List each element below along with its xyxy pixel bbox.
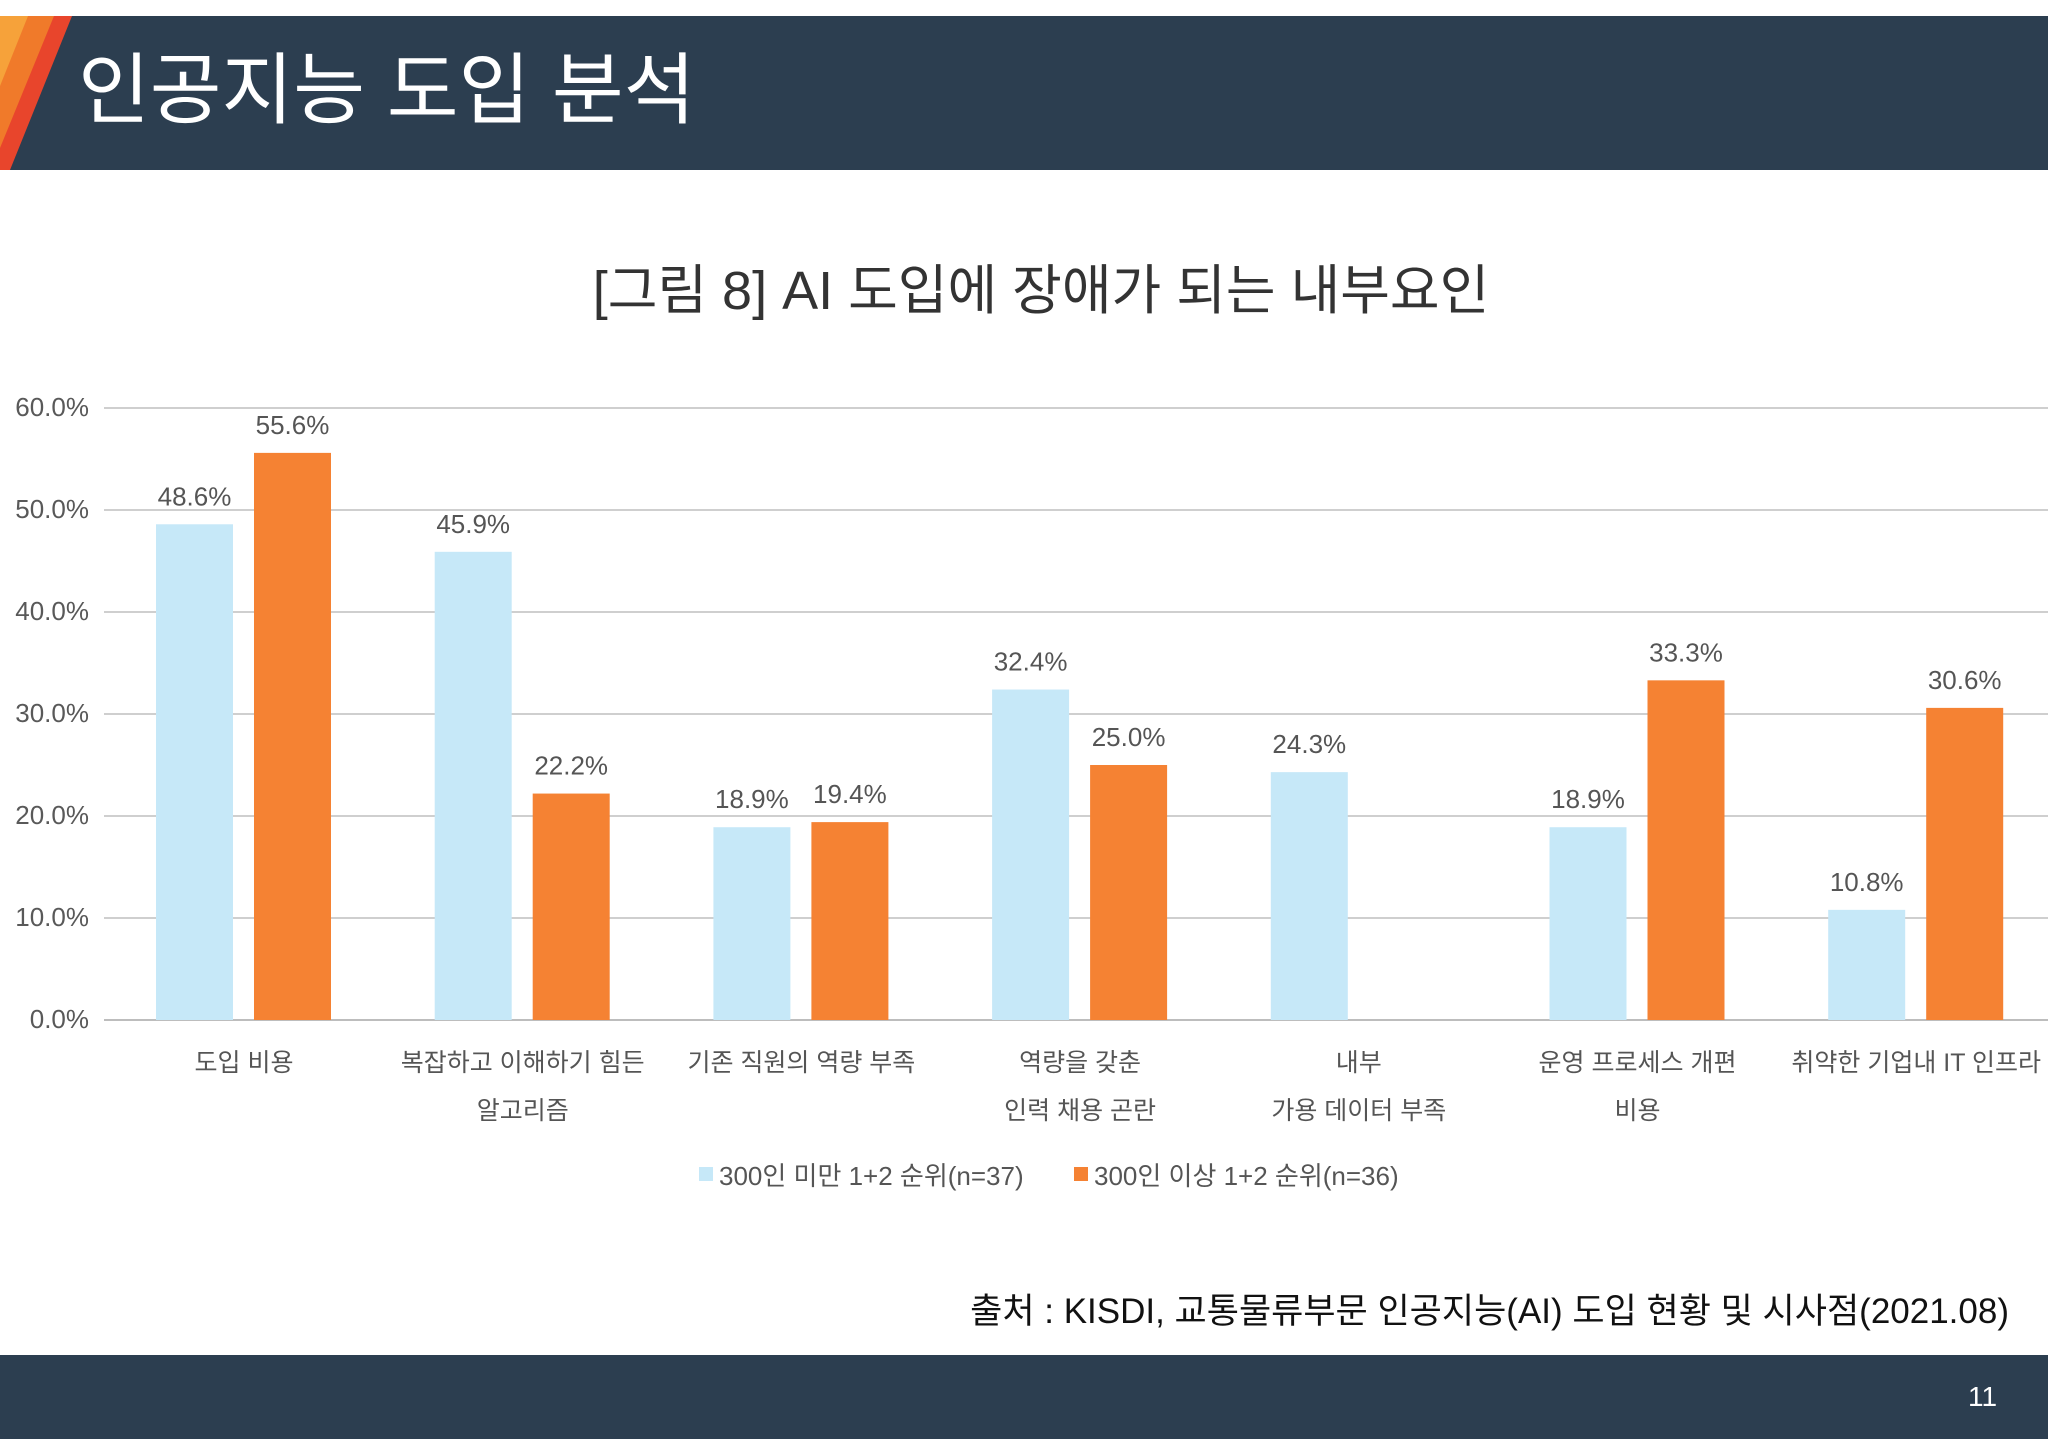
bar-series-2 [1647,680,1725,1020]
y-tick-label: 30.0% [15,698,89,728]
y-tick-label: 40.0% [15,596,89,626]
legend-label-series-1: 300인 미만 1+2 순위(n=37) [719,1160,1024,1191]
x-tick-label: 운영 프로세스 개편 [1539,1049,1737,1077]
bar-series-1 [156,524,233,1020]
bar-series-2 [811,822,889,1020]
y-tick-label: 20.0% [15,800,89,830]
data-label: 55.6% [256,410,330,440]
y-tick-label: 10.0% [15,902,89,932]
legend-swatch-series-2 [1074,1167,1088,1181]
page-number: 11 [1968,1381,1998,1412]
chart-title: [그림 8] AI 도입에 장애가 되는 내부요인 [592,261,1490,321]
bar-series-1 [1828,909,1906,1020]
bar-series-1 [1270,772,1348,1020]
x-tick-label: 도입 비용 [195,1049,294,1077]
data-label: 25.0% [1092,722,1166,752]
data-label: 32.4% [994,647,1068,677]
x-tick-label: 알고리즘 [477,1097,569,1125]
legend-item-series-1: 300인 미만 1+2 순위(n=37) [699,1156,1024,1192]
accent-stripe-icon [0,16,72,170]
data-label: 18.9% [715,784,789,814]
x-tick-label: 역량을 갖춘 [1019,1049,1141,1077]
data-label: 18.9% [1551,784,1625,814]
data-label: 22.2% [534,751,608,781]
bar-series-2 [254,452,331,1020]
bar-chart: 0.0%10.0%20.0%30.0%40.0%50.0%60.0%48.6%4… [15,392,2048,1125]
x-tick-label: 인력 채용 곤란 [1004,1097,1156,1125]
x-tick-label: 내부 [1336,1049,1382,1077]
x-tick-label: 가용 데이터 부족 [1271,1097,1446,1125]
slide-title: 인공지능 도입 분석 [78,46,696,134]
y-tick-label: 0.0% [30,1004,89,1034]
x-tick-label: 비용 [1614,1097,1660,1125]
accent-light-shape [0,16,28,86]
data-label: 33.3% [1649,637,1723,667]
data-label: 45.9% [436,509,510,539]
bar-series-1 [992,689,1070,1020]
x-tick-label: 취약한 기업내 IT 인프라 [1791,1049,2041,1077]
x-tick-label: 복잡하고 이해하기 힘든 [401,1049,645,1077]
data-label: 10.8% [1830,867,1904,897]
legend-swatch-series-1 [699,1167,713,1181]
title-bar: 인공지능 도입 분석 [0,16,2048,170]
source-citation: 출처 : KISDI, 교통물류부문 인공지능(AI) 도입 현황 및 시사점(… [970,1292,2009,1331]
legend-label-series-2: 300인 이상 1+2 순위(n=36) [1094,1160,1399,1191]
y-tick-label: 60.0% [15,392,89,422]
data-label: 48.6% [158,481,232,511]
data-label: 30.6% [1928,665,2002,695]
legend-item-series-2: 300인 이상 1+2 순위(n=36) [1074,1156,1399,1192]
data-label: 24.3% [1272,729,1346,759]
bar-series-1 [1549,827,1627,1020]
series-1-bars: 48.6% 45.9% 18.9% 32.4% 24.3% 18.9% 10.8% [156,481,1906,1020]
footer-bar: 11 [0,1355,2048,1439]
x-tick-label: 기존 직원의 역량 부족 [687,1049,915,1077]
bar-series-2 [1926,707,2004,1020]
data-label: 19.4% [813,779,887,809]
bar-series-2 [532,793,610,1020]
y-tick-label: 50.0% [15,494,89,524]
bar-series-1 [713,827,791,1020]
bar-series-2 [1090,765,1168,1020]
series-2-bars: 55.6% 22.2% 19.4% 25.0% 33.3% 30.6% [254,410,2004,1020]
bar-series-1 [434,551,512,1020]
